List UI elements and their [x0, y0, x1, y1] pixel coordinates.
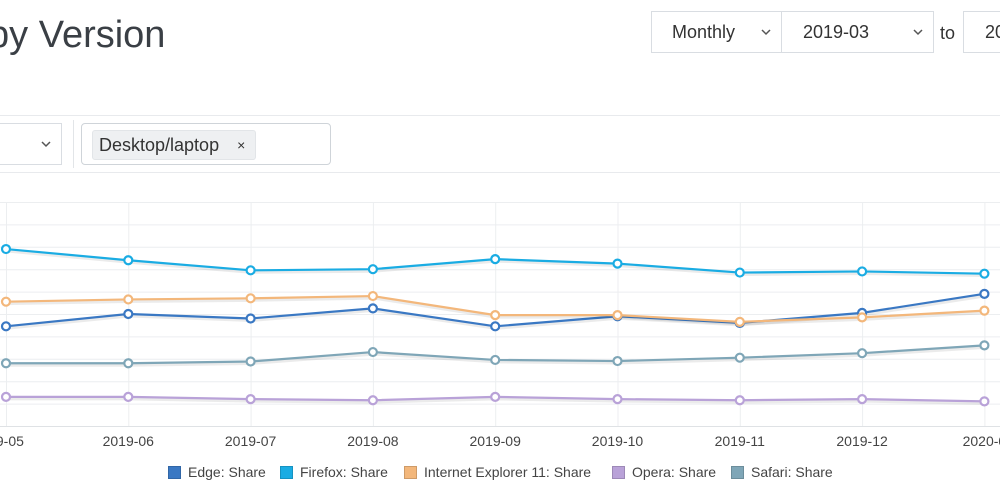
chevron-down-icon [761, 29, 771, 36]
x-tick-label: 2019-06 [103, 433, 155, 449]
end-date-value: 20 [985, 21, 1000, 42]
data-point-firefox [979, 268, 990, 279]
data-point-opera [123, 391, 134, 402]
data-point-safari [490, 354, 501, 366]
data-point-firefox [612, 258, 623, 269]
x-tick-label: 2019-12 [836, 433, 888, 449]
data-point-edge [979, 288, 990, 299]
start-date-value: 2019-03 [803, 21, 870, 42]
data-point-opera [0, 391, 12, 402]
data-point-firefox [123, 255, 134, 266]
x-tick-label: 2019-11 [715, 433, 766, 449]
data-point-opera [367, 395, 378, 406]
data-point-ie11 [856, 312, 868, 323]
data-point-edge [490, 321, 501, 332]
data-point-firefox [734, 267, 745, 278]
data-point-safari [979, 340, 990, 351]
data-point-ie11 [123, 294, 134, 305]
data-point-firefox [490, 254, 501, 265]
period-select-value: Monthly [672, 21, 736, 42]
legend-label: Edge: Share [188, 464, 266, 480]
x-tick-label: 2019-10 [592, 433, 644, 449]
device-tag: Desktop/laptop × [92, 130, 257, 160]
legend-label: Opera: Share [632, 464, 717, 480]
data-point-ie11 [612, 310, 623, 321]
data-point-edge [245, 313, 256, 324]
data-point-edge [0, 321, 12, 332]
x-tick-label: 2020-0 [963, 433, 1000, 449]
chart-series [0, 243, 990, 407]
period-select[interactable]: Monthly [651, 11, 782, 53]
close-icon[interactable]: × [237, 137, 246, 153]
to-label: to [940, 23, 956, 43]
x-tick-label: 2019-07 [225, 433, 277, 449]
legend-item-opera[interactable]: Opera: Share [612, 464, 716, 480]
data-point-ie11 [0, 296, 12, 307]
legend-item-edge[interactable]: Edge: Share [168, 464, 266, 480]
data-point-edge [123, 308, 134, 320]
data-point-ie11 [367, 290, 378, 302]
data-point-firefox [0, 243, 12, 255]
legend-item-ie11[interactable]: Internet Explorer 11: Share [404, 464, 591, 480]
data-point-edge [367, 303, 378, 314]
data-point-safari [0, 358, 12, 369]
data-point-ie11 [734, 316, 745, 327]
legend-swatch [731, 465, 744, 479]
chevron-down-icon [41, 141, 51, 148]
x-axis-ticks: 19-05 2019-06 2019-07 2019-08 2019-09 2019-10… [0, 433, 1000, 449]
legend-swatch [404, 465, 417, 479]
data-point-safari [856, 348, 868, 359]
data-point-opera [734, 395, 745, 406]
data-point-safari [367, 346, 378, 358]
data-point-opera [490, 391, 501, 402]
legend-label: Internet Explorer 11: Share [424, 464, 592, 480]
start-date-select[interactable]: 2019-03 [781, 11, 934, 53]
data-point-ie11 [979, 305, 990, 316]
filter-separator [73, 120, 74, 168]
chevron-down-icon [913, 29, 923, 36]
data-point-firefox [245, 265, 256, 276]
legend-label: Firefox: Share [300, 464, 388, 480]
device-filter[interactable]: Desktop/laptop × [81, 123, 331, 165]
legend-label: Safari: Share [751, 464, 833, 480]
data-point-opera [856, 394, 868, 405]
end-date-select[interactable]: 20 [963, 11, 1000, 53]
legend-swatch [612, 465, 625, 479]
data-point-safari [734, 352, 745, 363]
filter-divider [0, 172, 1000, 173]
data-point-firefox [367, 264, 378, 275]
data-point-opera [979, 396, 990, 407]
legend-swatch [168, 465, 181, 479]
data-point-safari [612, 355, 623, 367]
data-point-opera [245, 394, 256, 405]
data-point-safari [123, 358, 134, 369]
page-title: by Version [0, 14, 166, 56]
x-tick-label: 2019-08 [347, 433, 399, 449]
browser-select[interactable] [0, 123, 62, 165]
data-point-firefox [856, 266, 868, 277]
legend-swatch [280, 465, 293, 479]
legend-item-safari[interactable]: Safari: Share [731, 464, 833, 480]
data-point-ie11 [245, 293, 256, 304]
data-point-safari [245, 356, 256, 367]
device-tag-label: Desktop/laptop [99, 134, 220, 155]
x-tick-label: 19-05 [0, 433, 24, 449]
legend-item-firefox[interactable]: Firefox: Share [280, 464, 388, 480]
x-tick-label: 2019-09 [470, 433, 522, 449]
data-point-ie11 [490, 310, 501, 321]
chart-legend: Edge: Share Firefox: Share Internet Explor… [0, 464, 1000, 486]
header-divider [0, 115, 1000, 116]
line-chart: 19-05 2019-06 2019-07 2019-08 2019-09 2019-10… [0, 202, 1000, 449]
data-point-opera [612, 394, 623, 405]
